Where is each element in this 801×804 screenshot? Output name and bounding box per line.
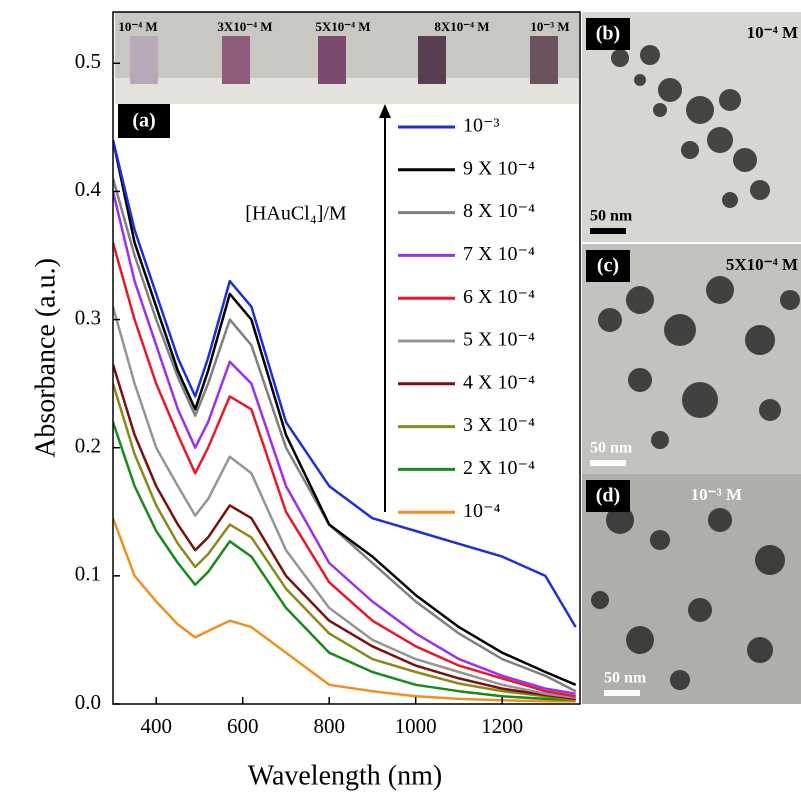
tem-label: 10⁻³ M xyxy=(691,485,742,504)
legend-label: 10⁻⁴ xyxy=(463,500,501,522)
y-tick-label: 0.1 xyxy=(75,562,101,586)
particle xyxy=(733,148,757,172)
particle xyxy=(653,103,667,117)
panel-label: (c) xyxy=(597,255,619,277)
lines xyxy=(113,139,577,703)
tem-image xyxy=(582,244,801,474)
inset-label: 10⁻³ M xyxy=(530,19,569,34)
particle xyxy=(755,545,785,575)
series-line xyxy=(113,421,576,702)
y-tick-label: 0.4 xyxy=(75,177,102,201)
scale-label: 50 nm xyxy=(590,208,633,225)
particle xyxy=(745,325,775,355)
particle xyxy=(706,276,734,304)
scale-label: 50 nm xyxy=(590,440,633,457)
particle xyxy=(670,670,690,690)
particle xyxy=(634,74,646,86)
panel-label-box xyxy=(118,104,170,138)
annotation: [HAuCl₄]/M xyxy=(245,203,347,225)
x-axis-title: Wavelength (nm) xyxy=(248,760,442,791)
tem-label: 10⁻⁴ M xyxy=(747,23,798,42)
particle xyxy=(681,141,699,159)
particle xyxy=(682,382,718,418)
tem-label: 5X10⁻⁴ M xyxy=(726,255,798,274)
series-line xyxy=(113,242,576,698)
y-tick-label: 0.3 xyxy=(75,305,101,329)
x-tick-label: 1000 xyxy=(395,714,437,738)
scale-bar xyxy=(604,690,640,696)
legend-label: 7 X 10⁻⁴ xyxy=(463,243,535,265)
scale-bar xyxy=(590,228,626,234)
particle xyxy=(626,626,654,654)
legend-label: 9 X 10⁻⁴ xyxy=(463,157,535,179)
particle xyxy=(686,96,714,124)
panel-label-box xyxy=(586,480,630,512)
legend-label: 3 X 10⁻⁴ xyxy=(463,414,535,436)
series-line xyxy=(113,191,576,695)
legend-label: 5 X 10⁻⁴ xyxy=(463,329,535,351)
scale-bar xyxy=(590,460,626,466)
series-line xyxy=(113,517,576,703)
legend-label: 10⁻³ xyxy=(463,115,500,137)
y-tick-label: 0.0 xyxy=(75,690,101,714)
particle xyxy=(719,89,741,111)
series-line xyxy=(113,364,576,701)
particle xyxy=(780,290,800,310)
panel-label-box xyxy=(586,18,630,50)
panel-label: (b) xyxy=(596,23,620,45)
vials xyxy=(130,36,558,84)
panel-label-box xyxy=(586,250,630,282)
particle xyxy=(722,192,738,208)
particle xyxy=(591,591,609,609)
particle xyxy=(611,49,629,67)
inset-label: 3X10⁻⁴ M xyxy=(217,19,272,34)
x-tick-label: 400 xyxy=(140,714,172,738)
particle xyxy=(598,308,622,332)
y-axis-title: Absorbance (a.u.) xyxy=(30,258,61,458)
arrow-head xyxy=(379,104,391,118)
particle xyxy=(708,508,732,532)
legend-label: 8 X 10⁻⁴ xyxy=(463,200,535,222)
tem-panels: (b) 10⁻⁴ M 50 nm (c) 5X10⁻⁴ M 50 nm (d) 10⁻³ M 5… xyxy=(582,12,801,704)
panel-label: (a) xyxy=(132,110,155,132)
series-line xyxy=(113,139,577,628)
y-tick-label: 0.5 xyxy=(75,49,101,73)
particle xyxy=(651,431,669,449)
particle xyxy=(658,78,682,102)
legend-label: 4 X 10⁻⁴ xyxy=(463,371,535,393)
particle xyxy=(664,314,696,346)
inset-photo-rack xyxy=(115,78,579,104)
particle xyxy=(707,127,733,153)
plot-frame xyxy=(112,11,581,705)
particle xyxy=(747,637,773,663)
inset-label: 10⁻⁴ M xyxy=(118,19,157,34)
particle xyxy=(628,368,652,392)
y-tick-label: 0.2 xyxy=(75,434,101,458)
particle xyxy=(640,45,660,65)
particle xyxy=(688,598,712,622)
scale-label: 50 nm xyxy=(604,670,647,687)
x-tick-label: 800 xyxy=(313,714,345,738)
particle xyxy=(606,506,634,534)
series-line xyxy=(113,306,576,699)
series-line xyxy=(113,178,577,693)
inset-label: 8X10⁻⁴ M xyxy=(434,19,489,34)
particle xyxy=(750,180,770,200)
x-tick-label: 600 xyxy=(227,714,259,738)
particle xyxy=(626,286,654,314)
legend-label: 6 X 10⁻⁴ xyxy=(463,286,535,308)
x-tick-label: 1200 xyxy=(481,714,523,738)
legend-label: 2 X 10⁻⁴ xyxy=(463,457,535,479)
inset-label: 5X10⁻⁴ M xyxy=(315,19,370,34)
particle xyxy=(650,530,670,550)
series-line xyxy=(113,139,577,686)
particle xyxy=(759,399,781,421)
panel-label: (d) xyxy=(596,485,620,507)
series-line xyxy=(113,383,576,702)
